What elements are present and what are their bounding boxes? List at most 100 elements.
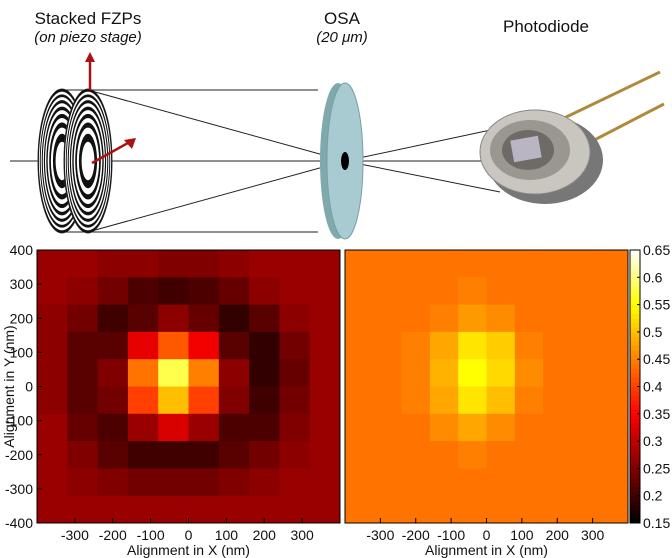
heatmap-cell — [158, 441, 189, 469]
heatmap-cell — [600, 496, 629, 524]
heatmap-cell — [279, 359, 310, 387]
heatmap-cell — [219, 414, 250, 442]
heatmap-cell — [515, 359, 544, 387]
heatmap-cell — [543, 414, 572, 442]
heatmap-cell — [430, 250, 459, 278]
colorbar-strip — [630, 323, 640, 328]
heatmap-cell — [373, 305, 402, 333]
colorbar-strip — [630, 282, 640, 287]
colorbar-strip — [630, 396, 640, 401]
heatmap-cell — [571, 332, 600, 360]
heatmap-cell — [543, 468, 572, 496]
heatmap-cell — [458, 359, 487, 387]
fzp-title: Stacked FZPs — [35, 9, 142, 28]
heatmap-cell — [571, 250, 600, 278]
heatmap-cell — [515, 305, 544, 333]
heatmap-cell — [249, 387, 280, 415]
heatmap-cell — [98, 468, 129, 496]
heatmap-cell — [219, 359, 250, 387]
heatmap-cell — [345, 359, 374, 387]
heatmap-cell — [279, 305, 310, 333]
heatmap-cell — [219, 496, 250, 524]
x-tick-label: 200 — [253, 527, 277, 543]
heatmap-cell — [345, 277, 374, 305]
heatmap-cell — [67, 250, 98, 278]
colorbar-strip — [630, 346, 640, 351]
heatmap-cell — [402, 305, 431, 333]
y-tick-label: -200 — [5, 447, 33, 463]
heatmap-cell — [543, 387, 572, 415]
x-tick-label: -200 — [402, 527, 430, 543]
figure: Stacked FZPs (on piezo stage) OSA (20 μm… — [0, 0, 672, 558]
heatmap-cell — [345, 414, 374, 442]
heatmap-cell — [402, 468, 431, 496]
heatmap-cell — [219, 387, 250, 415]
heatmap-cell — [487, 468, 516, 496]
heatmap-cell — [430, 387, 459, 415]
colorbar-strip — [630, 500, 640, 505]
heatmap-cell — [345, 250, 374, 278]
heatmap-cell — [600, 250, 629, 278]
heatmap-cell — [600, 332, 629, 360]
colorbar-strip — [630, 418, 640, 423]
heatmap-cell — [310, 414, 341, 442]
colorbar-strip — [630, 250, 640, 255]
heatmap-cell — [373, 250, 402, 278]
heatmap-cell — [543, 250, 572, 278]
heatmap-cell — [402, 332, 431, 360]
heatmap-cell — [67, 332, 98, 360]
x-tick-label: 300 — [581, 527, 605, 543]
heatmap-cell — [515, 441, 544, 469]
heatmap-cell — [279, 250, 310, 278]
colorbar-strip — [630, 505, 640, 510]
fzp-stack — [38, 89, 112, 233]
heatmap-cell — [310, 332, 341, 360]
heatmap-cell — [158, 387, 189, 415]
heatmap-cell — [279, 496, 310, 524]
heatmap-cell — [487, 250, 516, 278]
heatmap-cell — [543, 441, 572, 469]
heatmap-cell — [430, 468, 459, 496]
x-tick-label: -300 — [366, 527, 394, 543]
heatmap-cell — [219, 250, 250, 278]
heatmap-cell — [98, 441, 129, 469]
heatmap-cell — [600, 387, 629, 415]
heatmap-cell — [98, 250, 129, 278]
colorbar-strip — [630, 314, 640, 319]
heatmap-cell — [402, 414, 431, 442]
heatmap-cell — [402, 277, 431, 305]
colorbar-tick-label: 0.3 — [643, 433, 663, 449]
x-axis-label: Alignment in X (nm) — [127, 542, 250, 558]
colorbar-strip — [630, 341, 640, 346]
heatmap-cell — [600, 305, 629, 333]
heatmap-cell — [158, 250, 189, 278]
colorbar-tick-label: 0.45 — [643, 351, 670, 367]
heatmap-cell — [128, 441, 159, 469]
heatmap-cell — [515, 277, 544, 305]
heatmap-cell — [430, 332, 459, 360]
heatmap-cell — [219, 332, 250, 360]
heatmap-cell — [543, 332, 572, 360]
colorbar-strip — [630, 432, 640, 437]
heatmap-cell — [128, 359, 159, 387]
osa-pinhole — [341, 152, 349, 170]
heatmap-cell — [128, 250, 159, 278]
heatmap-cell — [98, 387, 129, 415]
colorbar-strip — [630, 268, 640, 273]
heatmap-cell — [310, 496, 341, 524]
colorbar-tick-label: 0.35 — [643, 406, 670, 422]
colorbar-strip — [630, 459, 640, 464]
colorbar-strip — [630, 336, 640, 341]
x-axis-label: Alignment in X (nm) — [425, 542, 548, 558]
heatmap-cell — [189, 441, 220, 469]
heatmap-cell — [571, 359, 600, 387]
colorbar-strip — [630, 259, 640, 264]
heatmap-cell — [158, 414, 189, 442]
heatmap-cell — [373, 359, 402, 387]
heatmap-cell — [158, 359, 189, 387]
heatmap-cell — [458, 496, 487, 524]
heatmap-cell — [600, 468, 629, 496]
colorbar-strip — [630, 509, 640, 514]
heatmap-cell — [158, 496, 189, 524]
